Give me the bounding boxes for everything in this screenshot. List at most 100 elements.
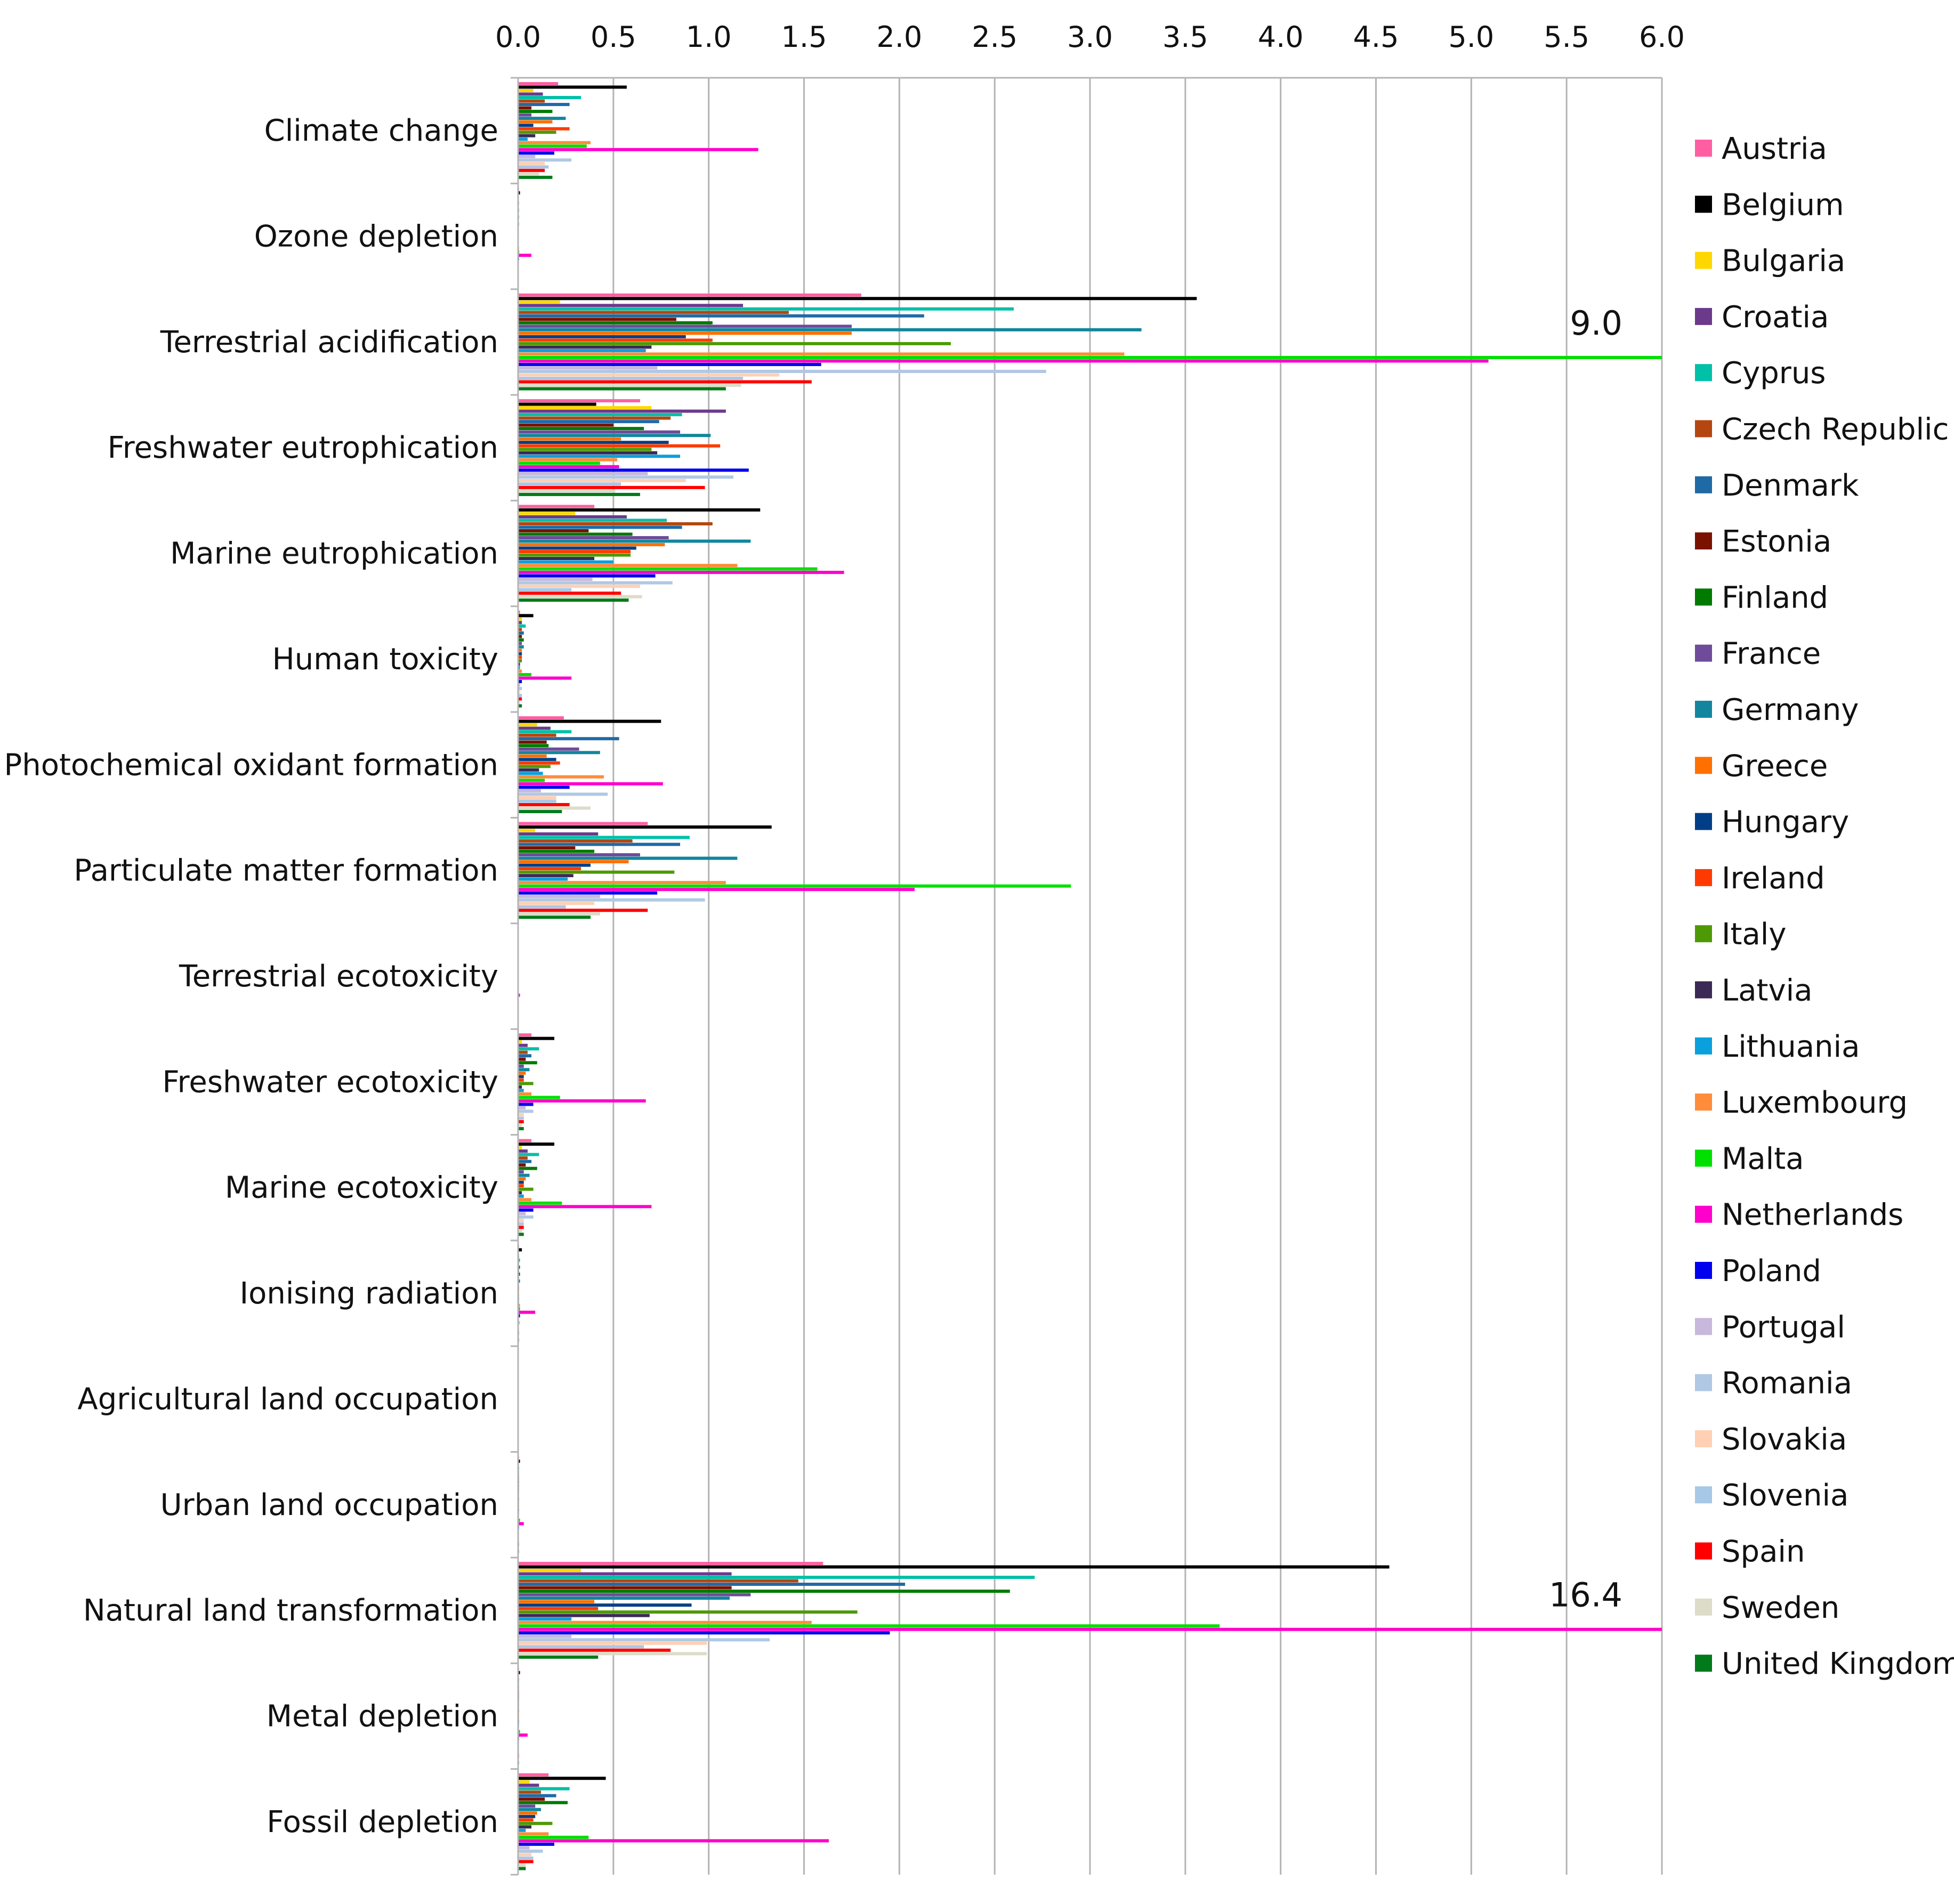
bar-poland-particulate-matter-formation xyxy=(518,891,658,895)
bar-slovenia-human-toxicity xyxy=(518,694,522,698)
legend-label-united-kingdom: United Kingdom xyxy=(1722,1647,1954,1681)
bar-luxembourg-terrestrial-acidification xyxy=(518,352,1125,356)
bar-netherlands-terrestrial-acidification xyxy=(518,359,1489,363)
legend-label-hungary: Hungary xyxy=(1722,805,1849,840)
legend-label-belgium: Belgium xyxy=(1722,188,1844,222)
bar-finland-fossil-depletion xyxy=(518,1801,568,1804)
bar-estonia-photochemical-oxidant-formation xyxy=(518,740,547,744)
bar-slovenia-climate-change xyxy=(518,165,549,169)
bars-layer xyxy=(518,82,1662,1870)
bar-bulgaria-freshwater-eutrophication xyxy=(518,406,652,410)
bar-france-terrestrial-acidification xyxy=(518,325,852,328)
bar-germany-marine-ecotoxicity xyxy=(518,1173,530,1177)
bar-latvia-fossil-depletion xyxy=(518,1825,532,1829)
bar-finland-particulate-matter-formation xyxy=(518,849,595,853)
bar-netherlands-natural-land-transformation xyxy=(518,1627,1662,1631)
bar-latvia-particulate-matter-formation xyxy=(518,874,574,878)
bar-cyprus-marine-ecotoxicity xyxy=(518,1153,539,1156)
bar-poland-climate-change xyxy=(518,151,554,155)
bar-luxembourg-freshwater-eutrophication xyxy=(518,458,617,461)
bar-netherlands-freshwater-ecotoxicity xyxy=(518,1099,646,1103)
bar-estonia-freshwater-ecotoxicity xyxy=(518,1057,526,1061)
bar-latvia-photochemical-oxidant-formation xyxy=(518,768,539,772)
legend-swatch-slovakia xyxy=(1695,1430,1712,1447)
bar-czech-republic-freshwater-ecotoxicity xyxy=(518,1050,528,1054)
bar-slovakia-particulate-matter-formation xyxy=(518,902,595,905)
bar-sweden-freshwater-ecotoxicity xyxy=(518,1123,522,1127)
category-label-photochemical-oxidant-formation: Photochemical oxidant formation xyxy=(4,748,498,782)
bar-austria-freshwater-eutrophication xyxy=(518,399,640,403)
legend-swatch-luxembourg xyxy=(1695,1093,1712,1111)
bar-ireland-natural-land-transformation xyxy=(518,1607,599,1610)
bar-germany-natural-land-transformation xyxy=(518,1597,730,1600)
bar-denmark-human-toxicity xyxy=(518,631,524,635)
bar-croatia-natural-land-transformation xyxy=(518,1572,732,1576)
bar-united-kingdom-photochemical-oxidant-formation xyxy=(518,809,562,813)
bar-denmark-natural-land-transformation xyxy=(518,1583,906,1586)
category-label-natural-land-transformation: Natural land transformation xyxy=(83,1593,498,1628)
legend-swatch-czech-republic xyxy=(1695,420,1712,437)
legend-swatch-france xyxy=(1695,644,1712,662)
bar-hungary-marine-ecotoxicity xyxy=(518,1180,524,1184)
bar-sweden-marine-ecotoxicity xyxy=(518,1229,522,1233)
bar-czech-republic-climate-change xyxy=(518,99,545,103)
legend-label-slovakia: Slovakia xyxy=(1722,1422,1847,1457)
bar-france-photochemical-oxidant-formation xyxy=(518,747,579,751)
category-label-ozone-depletion: Ozone depletion xyxy=(254,220,498,254)
bar-croatia-marine-eutrophication xyxy=(518,515,627,518)
bar-latvia-climate-change xyxy=(518,134,536,137)
bar-belgium-particulate-matter-formation xyxy=(518,825,772,829)
bar-denmark-freshwater-eutrophication xyxy=(518,420,659,424)
bar-malta-freshwater-eutrophication xyxy=(518,461,600,465)
bar-romania-ionising-radiation xyxy=(518,1321,520,1325)
bar-romania-human-toxicity xyxy=(518,687,522,691)
bar-ireland-terrestrial-acidification xyxy=(518,338,713,342)
bar-lithuania-terrestrial-acidification xyxy=(518,349,646,352)
legend-swatch-denmark xyxy=(1695,476,1712,493)
bar-france-particulate-matter-formation xyxy=(518,853,640,857)
bar-spain-particulate-matter-formation xyxy=(518,909,648,912)
category-label-fossil-depletion: Fossil depletion xyxy=(267,1805,498,1840)
category-label-marine-ecotoxicity: Marine ecotoxicity xyxy=(225,1171,498,1205)
bar-lithuania-human-toxicity xyxy=(518,666,520,669)
bar-czech-republic-photochemical-oxidant-formation xyxy=(518,733,556,737)
bar-malta-terrestrial-acidification xyxy=(518,355,1662,359)
bar-bulgaria-particulate-matter-formation xyxy=(518,829,536,832)
bar-poland-photochemical-oxidant-formation xyxy=(518,785,570,789)
x-tick-label: 4.5 xyxy=(1353,20,1399,54)
bar-ireland-human-toxicity xyxy=(518,655,522,659)
bar-hungary-photochemical-oxidant-formation xyxy=(518,758,556,761)
legend-swatch-portugal xyxy=(1695,1318,1712,1335)
bar-malta-climate-change xyxy=(518,144,587,148)
legend-label-ireland: Ireland xyxy=(1722,861,1825,896)
legend-swatch-germany xyxy=(1695,701,1712,718)
bar-estonia-marine-eutrophication xyxy=(518,529,589,532)
bar-romania-freshwater-ecotoxicity xyxy=(518,1109,534,1113)
legend-label-estonia: Estonia xyxy=(1722,524,1831,559)
grid-layer xyxy=(612,78,1663,1875)
bar-austria-marine-eutrophication xyxy=(518,505,595,508)
bar-malta-marine-eutrophication xyxy=(518,567,818,571)
bar-italy-photochemical-oxidant-formation xyxy=(518,765,551,768)
bar-france-marine-ecotoxicity xyxy=(518,1170,524,1174)
bar-greece-marine-ecotoxicity xyxy=(518,1177,526,1181)
bar-finland-human-toxicity xyxy=(518,638,524,642)
bar-finland-climate-change xyxy=(518,110,553,114)
bar-united-kingdom-fossil-depletion xyxy=(518,1867,526,1870)
bar-italy-terrestrial-acidification xyxy=(518,342,951,345)
bar-hungary-climate-change xyxy=(518,124,534,127)
bar-france-freshwater-eutrophication xyxy=(518,430,681,434)
bar-france-freshwater-ecotoxicity xyxy=(518,1064,524,1068)
bar-hungary-freshwater-eutrophication xyxy=(518,441,669,444)
bar-czech-republic-terrestrial-acidification xyxy=(518,311,789,314)
bar-netherlands-particulate-matter-formation xyxy=(518,888,915,892)
bar-poland-fossil-depletion xyxy=(518,1842,554,1846)
bar-cyprus-natural-land-transformation xyxy=(518,1575,1035,1579)
x-tick-label: 1.0 xyxy=(686,20,732,54)
legend-swatch-romania xyxy=(1695,1374,1712,1391)
bar-croatia-terrestrial-acidification xyxy=(518,304,744,307)
bar-spain-freshwater-ecotoxicity xyxy=(518,1120,524,1123)
bar-germany-fossil-depletion xyxy=(518,1808,541,1811)
bar-greece-freshwater-eutrophication xyxy=(518,437,621,441)
bar-netherlands-urban-land-occupation xyxy=(518,1522,524,1526)
